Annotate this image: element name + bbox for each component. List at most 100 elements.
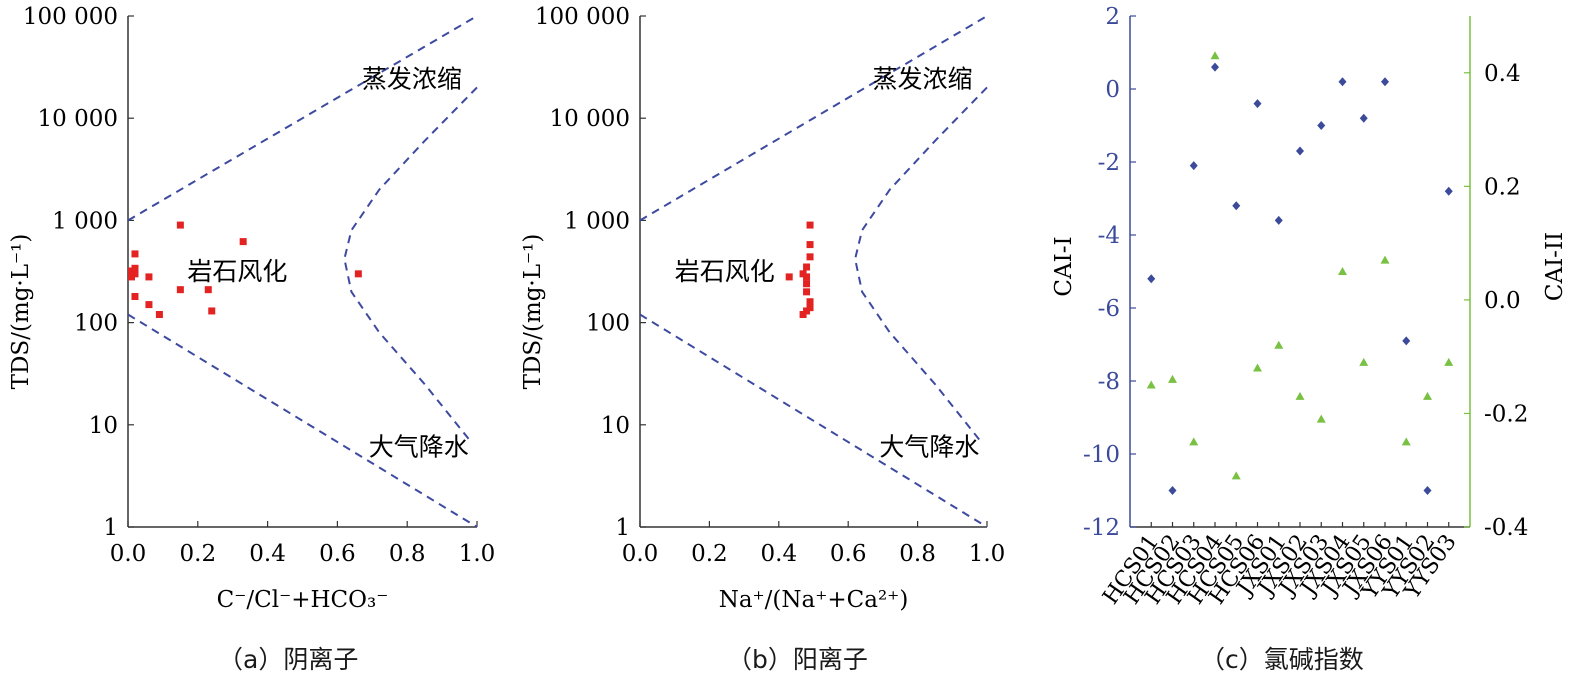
data-point <box>131 270 139 278</box>
y-tick-label: 10 <box>601 413 630 439</box>
cai-ii-point <box>1338 267 1347 275</box>
region-label: 大气降水 <box>369 433 469 462</box>
x-tick-label: 0.2 <box>691 541 728 567</box>
y-tick-label: 100 000 <box>535 4 630 30</box>
data-point <box>208 307 216 315</box>
data-point <box>145 273 153 281</box>
cai-i-point <box>1402 336 1411 346</box>
y-tick-label-left: 2 <box>1105 4 1120 30</box>
region-label: 大气降水 <box>879 433 979 462</box>
cai-i-point <box>1253 99 1262 109</box>
data-point <box>806 253 814 261</box>
data-point <box>131 293 139 301</box>
y-tick-label-right: 0.2 <box>1484 174 1521 200</box>
cai-i-point <box>1211 62 1219 72</box>
cai-i-point <box>1359 113 1368 123</box>
data-point <box>803 307 811 315</box>
y-tick-label-right: 0.4 <box>1484 61 1521 87</box>
data-point <box>803 280 811 288</box>
data-point <box>806 298 814 306</box>
x-tick-label: 0.4 <box>249 541 286 567</box>
cai-ii-point <box>1210 51 1220 60</box>
y-tick-label: 10 000 <box>550 106 630 132</box>
cai-i-point <box>1444 186 1453 196</box>
y-axis-label: TDS/(mg·L⁻¹) <box>520 234 546 390</box>
data-point <box>799 311 807 319</box>
data-point <box>354 270 362 278</box>
x-tick-label: 0.4 <box>761 541 798 567</box>
data-point <box>806 221 814 229</box>
panel-c: 20-2-4-6-8-10-120.40.20.0-0.2-0.4HCS01HC… <box>1051 4 1568 609</box>
y-tick-label-left: -4 <box>1098 223 1120 249</box>
data-point <box>204 286 212 294</box>
cai-ii-point <box>1423 391 1432 400</box>
cai-i-point <box>1232 201 1241 211</box>
y-tick-label-left: -8 <box>1098 369 1120 395</box>
data-point <box>803 288 811 296</box>
y-tick-label: 100 000 <box>23 4 118 30</box>
y-tick-label: 1 <box>615 515 630 541</box>
data-point <box>803 263 811 271</box>
cai-i-point <box>1296 146 1304 156</box>
y-tick-label-right: -0.2 <box>1484 401 1528 427</box>
cai-ii-point <box>1316 414 1326 423</box>
y-axis-label-left: CAI-I <box>1051 236 1077 296</box>
cai-ii-point <box>1189 437 1199 446</box>
x-tick-label: 0.8 <box>389 541 426 567</box>
cai-ii-point <box>1231 471 1241 480</box>
boundary-line <box>639 15 988 222</box>
cai-i-point <box>1317 121 1326 130</box>
cai-ii-point <box>1359 357 1369 366</box>
caption-b: （b）阳离子 <box>727 645 868 674</box>
y-tick-label: 1 000 <box>52 208 118 234</box>
panel-b: 1 10 100 1 000 10 000 100 000 0.0 0.2 0.4 0.6 0.8 1… <box>520 4 1005 613</box>
y-tick-label: 10 <box>89 413 118 439</box>
data-point <box>131 264 139 272</box>
data-point <box>785 273 793 281</box>
data-point <box>176 286 184 294</box>
boundary-curve <box>854 86 988 442</box>
x-tick-label: 0.2 <box>180 541 217 567</box>
caption-a: （a）阴离子 <box>218 645 359 674</box>
data-point <box>131 250 139 258</box>
data-point <box>176 221 184 229</box>
x-tick-label: 1.0 <box>459 541 496 567</box>
x-tick-label: 0.6 <box>830 541 867 567</box>
x-tick-label: 0.6 <box>319 541 356 567</box>
y-tick-label-right: -0.4 <box>1484 515 1528 541</box>
boundary-line <box>639 313 988 528</box>
y-tick-label-left: -10 <box>1083 442 1120 468</box>
y-tick-label: 1 000 <box>564 208 630 234</box>
y-axis-label: TDS/(mg·L⁻¹) <box>8 234 34 390</box>
boundary-line <box>127 313 478 528</box>
cai-i-point <box>1147 274 1156 284</box>
data-point <box>239 238 247 246</box>
boundary-line <box>127 15 478 222</box>
cai-i-point <box>1274 215 1283 225</box>
cai-i-point <box>1168 486 1177 495</box>
x-tick-label: 1.0 <box>969 541 1006 567</box>
data-point <box>806 241 814 249</box>
cai-ii-point <box>1274 340 1284 349</box>
y-tick-label: 1 <box>103 515 118 541</box>
boundary-curve <box>343 86 478 442</box>
y-tick-label: 10 000 <box>38 106 118 132</box>
y-tick-label-left: -2 <box>1098 150 1120 176</box>
x-tick-label: 0.0 <box>622 541 659 567</box>
x-axis-label: C⁻/Cl⁻+HCO₃⁻ <box>217 587 389 613</box>
cai-ii-point <box>1380 255 1390 264</box>
cai-ii-point <box>1401 437 1411 446</box>
region-label: 蒸发浓缩 <box>872 64 972 93</box>
cai-ii-point <box>1168 374 1177 383</box>
y-tick-label: 100 <box>74 311 118 337</box>
y-axis-label-right: CAI-II <box>1542 232 1568 301</box>
cai-ii-point <box>1253 363 1262 372</box>
data-point <box>803 273 811 281</box>
cai-i-point <box>1381 77 1389 87</box>
region-label: 岩石风化 <box>187 257 287 286</box>
caption-c: （c）氯碱指数 <box>1200 645 1364 674</box>
x-tick-label: 0.8 <box>899 541 936 567</box>
cai-i-point <box>1189 161 1198 171</box>
y-tick-label-left: -12 <box>1083 515 1120 541</box>
